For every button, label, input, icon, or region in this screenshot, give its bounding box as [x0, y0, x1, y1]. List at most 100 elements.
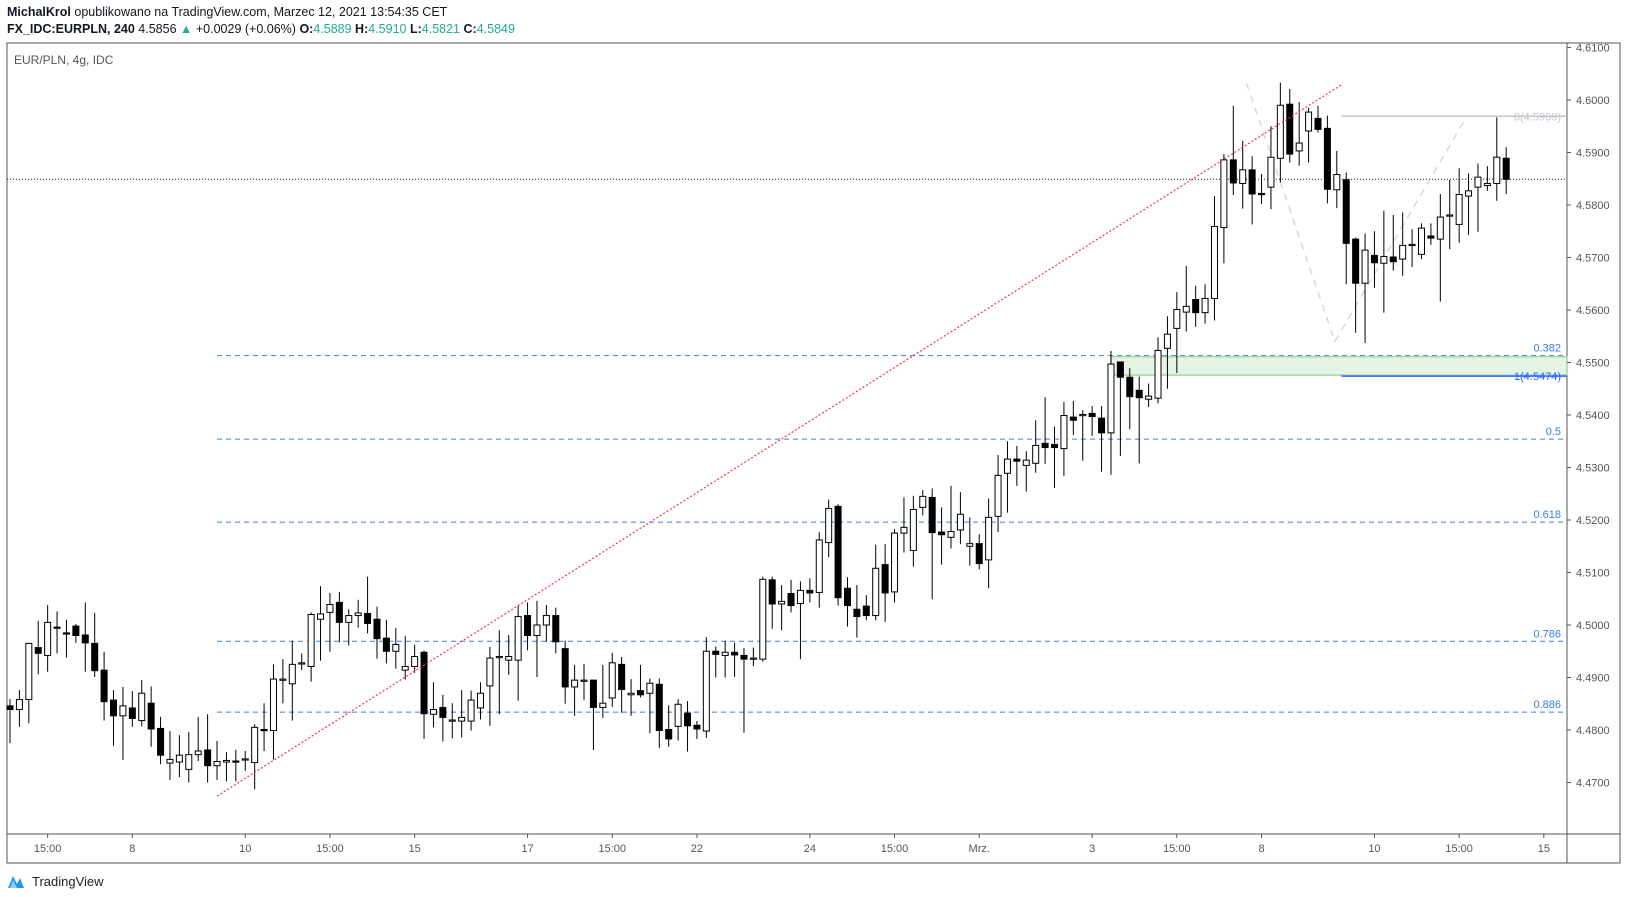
- candle-body-up: [1446, 214, 1454, 217]
- candle: [825, 499, 833, 558]
- candle-body-down: [128, 707, 136, 719]
- candle: [1060, 401, 1068, 476]
- time-tick-label: 15:00: [316, 843, 344, 855]
- candle-body-up: [815, 539, 823, 593]
- time-tick-label: 15:00: [34, 843, 62, 855]
- price-tick-label: 4.4700: [1576, 778, 1610, 790]
- candle-body-down: [6, 705, 14, 711]
- candle: [1295, 102, 1303, 166]
- candle: [1173, 292, 1181, 373]
- candle: [655, 678, 663, 748]
- candle-body-down: [1041, 442, 1049, 449]
- candle: [524, 602, 532, 651]
- candle: [853, 585, 861, 638]
- candle-body-up: [269, 678, 277, 732]
- candle-body-down: [787, 593, 795, 607]
- candle: [881, 544, 889, 622]
- candle: [1258, 174, 1266, 204]
- candle: [542, 605, 550, 642]
- candle-body-down: [1013, 458, 1021, 462]
- candle-body-down: [693, 724, 701, 730]
- candle: [1314, 105, 1322, 133]
- candle-body-down: [881, 564, 889, 594]
- candle-body-down: [1248, 169, 1256, 195]
- candle: [1333, 150, 1341, 209]
- price-axis[interactable]: 4.4700 4.4800 4.4900 4.5000 4.5100 4.5200 4.53…: [1567, 43, 1610, 790]
- candle-body-up: [796, 589, 804, 604]
- fib-level-label: 0.786: [1533, 628, 1561, 640]
- candle: [251, 724, 259, 790]
- candle-body-down: [1088, 412, 1096, 418]
- candle-body-up: [1220, 159, 1228, 229]
- candle-body-up: [392, 643, 400, 652]
- candle: [62, 619, 70, 658]
- candle-body-up: [1408, 243, 1416, 247]
- candle: [1135, 376, 1143, 464]
- candle-body-up: [919, 495, 927, 508]
- candle-body-up: [1483, 182, 1491, 187]
- time-tick-label: 8: [129, 843, 135, 855]
- candle-body-up: [467, 699, 475, 722]
- candle-body-down: [382, 637, 390, 652]
- candle: [1474, 163, 1482, 232]
- candle-body-down: [1126, 376, 1134, 398]
- candle: [1098, 406, 1106, 472]
- candle-body-up: [1107, 363, 1115, 434]
- candle-body-down: [157, 727, 165, 756]
- tradingview-logo[interactable]: TradingView: [7, 873, 104, 889]
- candle-body-down: [439, 706, 447, 718]
- candle-body-up: [486, 657, 494, 687]
- candle-body-up: [599, 702, 607, 708]
- candle-body-down: [335, 601, 343, 623]
- candle-body-up: [1032, 444, 1040, 464]
- level-1-label: 1(4.5474): [1514, 371, 1561, 383]
- candle-body-up: [175, 754, 183, 763]
- price-tick-label: 4.5800: [1576, 200, 1610, 212]
- candle: [1220, 154, 1228, 264]
- candle: [1427, 223, 1435, 245]
- candle: [684, 701, 692, 752]
- publish-info: MichalKrol opublikowano na TradingView.c…: [7, 4, 447, 20]
- candle-body-down: [1352, 238, 1360, 284]
- candle-body-down: [1069, 416, 1077, 421]
- author-name[interactable]: MichalKrol: [7, 5, 71, 19]
- candle: [458, 690, 466, 738]
- candle: [1399, 212, 1407, 276]
- candle: [1418, 223, 1425, 260]
- candle: [1370, 231, 1378, 288]
- candle: [411, 644, 419, 673]
- candle: [1041, 397, 1049, 464]
- time-tick-label: 15:00: [598, 843, 626, 855]
- candle-body-up: [477, 692, 484, 709]
- candle: [608, 652, 616, 707]
- candle: [721, 640, 729, 678]
- fib-level-label: 0.382: [1533, 343, 1561, 355]
- candle: [1493, 117, 1501, 201]
- candle: [72, 623, 80, 643]
- candle: [843, 577, 851, 627]
- high-value: 4.5910: [368, 22, 407, 36]
- candle-body-up: [947, 531, 955, 538]
- time-tick-label: 15:00: [1163, 843, 1191, 855]
- candle-body-up: [429, 709, 437, 715]
- candle-body-up: [119, 705, 127, 717]
- price-tick-label: 4.4900: [1576, 673, 1610, 685]
- candle-body-down: [665, 728, 673, 740]
- candle-body-down: [618, 663, 626, 691]
- price-tick-label: 4.6000: [1576, 95, 1610, 107]
- candle: [354, 599, 362, 628]
- candle-body-up: [1493, 156, 1501, 184]
- time-axis[interactable]: 15:00 8 10 15:00 15 17 15:00 22 24 15:00 Mrz. 3 15:0…: [34, 834, 1550, 855]
- candle-body-up: [1079, 413, 1087, 417]
- candle-body-up: [966, 543, 974, 547]
- candle: [1446, 179, 1454, 250]
- candle-body-down: [232, 760, 240, 763]
- candle: [147, 686, 155, 747]
- candle-body-up: [759, 578, 767, 660]
- candle: [928, 488, 936, 600]
- candle: [1342, 172, 1350, 285]
- candle: [1389, 214, 1397, 271]
- fib-level-label: 0.886: [1533, 699, 1561, 711]
- candle: [731, 642, 739, 677]
